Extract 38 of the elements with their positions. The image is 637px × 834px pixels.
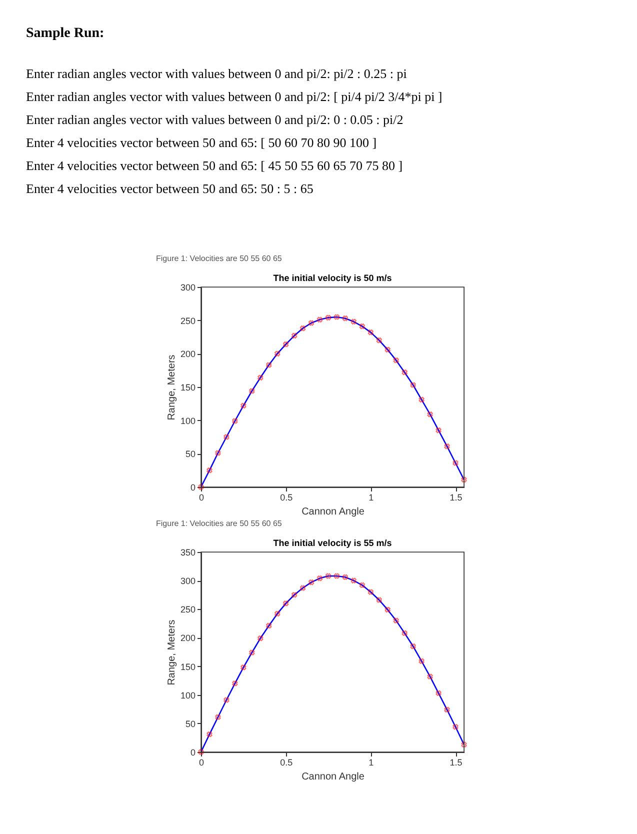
y-tick-label: 150 [180,662,196,672]
y-axis-title: Range, Meters [166,620,178,686]
x-tick-label: 0 [198,758,204,768]
y-tick-label: 200 [180,633,196,644]
y-tick-label: 300 [180,282,196,292]
x-tick-label: 1 [368,758,374,768]
x-tick-label: 1.5 [450,492,462,502]
text: Enter radian angles vector with values between 0 and pi/2: 0 : 0.05 : pi/2 [26,112,404,127]
y-tick-label: 300 [180,576,196,586]
y-tick-label: 150 [180,382,196,392]
text: Enter 4 velocities vector between 50 and 65: [ 50 60 70 80 90 100 ] [26,135,377,150]
text: Enter 4 velocities vector between 50 and 65: 50 : 5 : 65 [26,181,314,196]
y-tick-label: 200 [180,349,196,360]
y-tick-label: 100 [180,416,196,426]
y-tick-label: 0 [190,748,196,758]
x-axis-title: Cannon Angle [302,506,365,518]
x-tick-label: 1.5 [450,758,462,768]
chart-title: The initial velocity is 50 m/s [273,273,392,283]
text: Enter radian angles vector with values between 0 and pi/2: [ pi/4 pi/2 3/4*pi pi ] [26,89,442,104]
caption: Figure 1: Velocities are 50 55 60 65 [156,519,282,528]
y-tick-label: 100 [180,690,196,700]
x-tick-label: 1 [368,492,374,502]
x-tick-label: 0 [198,492,204,502]
y-tick-label: 250 [180,316,196,326]
text: Sample Run: [26,26,104,41]
y-tick-label: 0 [190,482,196,492]
text: Enter radian angles vector with values between 0 and pi/2: pi/2 : 0.25 : pi [26,66,408,81]
y-tick-label: 50 [185,449,196,460]
y-axis-title: Range, Meters [166,354,178,420]
y-tick-label: 250 [180,604,196,615]
x-tick-label: 0.5 [280,758,293,768]
caption: Figure 1: Velocities are 50 55 60 65 [156,254,282,263]
x-tick-label: 0.5 [280,492,293,502]
y-tick-label: 350 [180,548,196,558]
chart-title: The initial velocity is 55 m/s [273,538,392,548]
text: Enter 4 velocities vector between 50 and 65: [ 45 50 55 60 65 70 75 80 ] [26,158,403,173]
x-axis-title: Cannon Angle [302,772,365,782]
y-tick-label: 50 [185,718,196,729]
